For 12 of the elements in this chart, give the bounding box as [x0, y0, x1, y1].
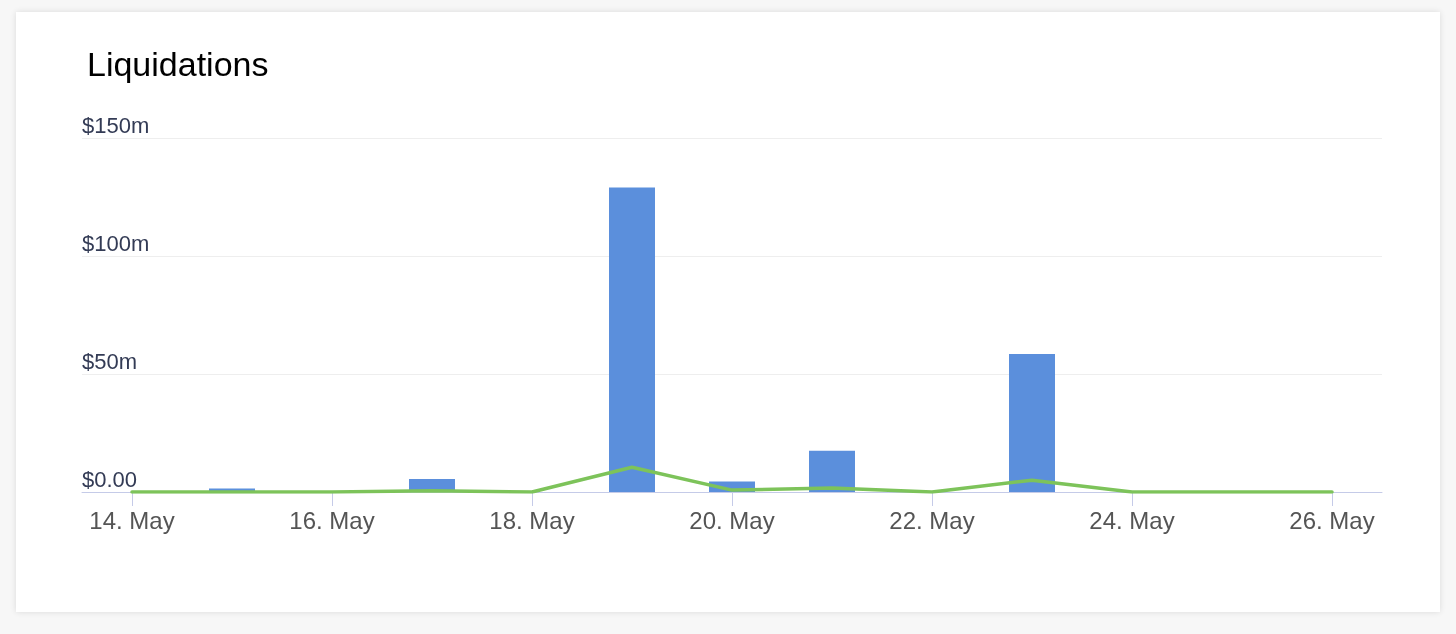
x-tick-label: 26. May	[1289, 506, 1375, 534]
chart-title: Liquidations	[87, 45, 269, 83]
x-tick-label: 18. May	[489, 506, 575, 534]
y-tick-label: $50m	[82, 348, 138, 374]
y-tick-label: $150m	[82, 112, 150, 138]
y-tick-label: $0.00	[82, 466, 138, 492]
x-tick-label: 22. May	[889, 506, 975, 534]
x-tick-label: 24. May	[1089, 506, 1175, 534]
x-tick-label: 20. May	[689, 506, 775, 534]
x-tick-label: 16. May	[289, 506, 375, 534]
y-tick-label: $100m	[82, 230, 150, 256]
x-tick-label: 14. May	[89, 506, 175, 534]
